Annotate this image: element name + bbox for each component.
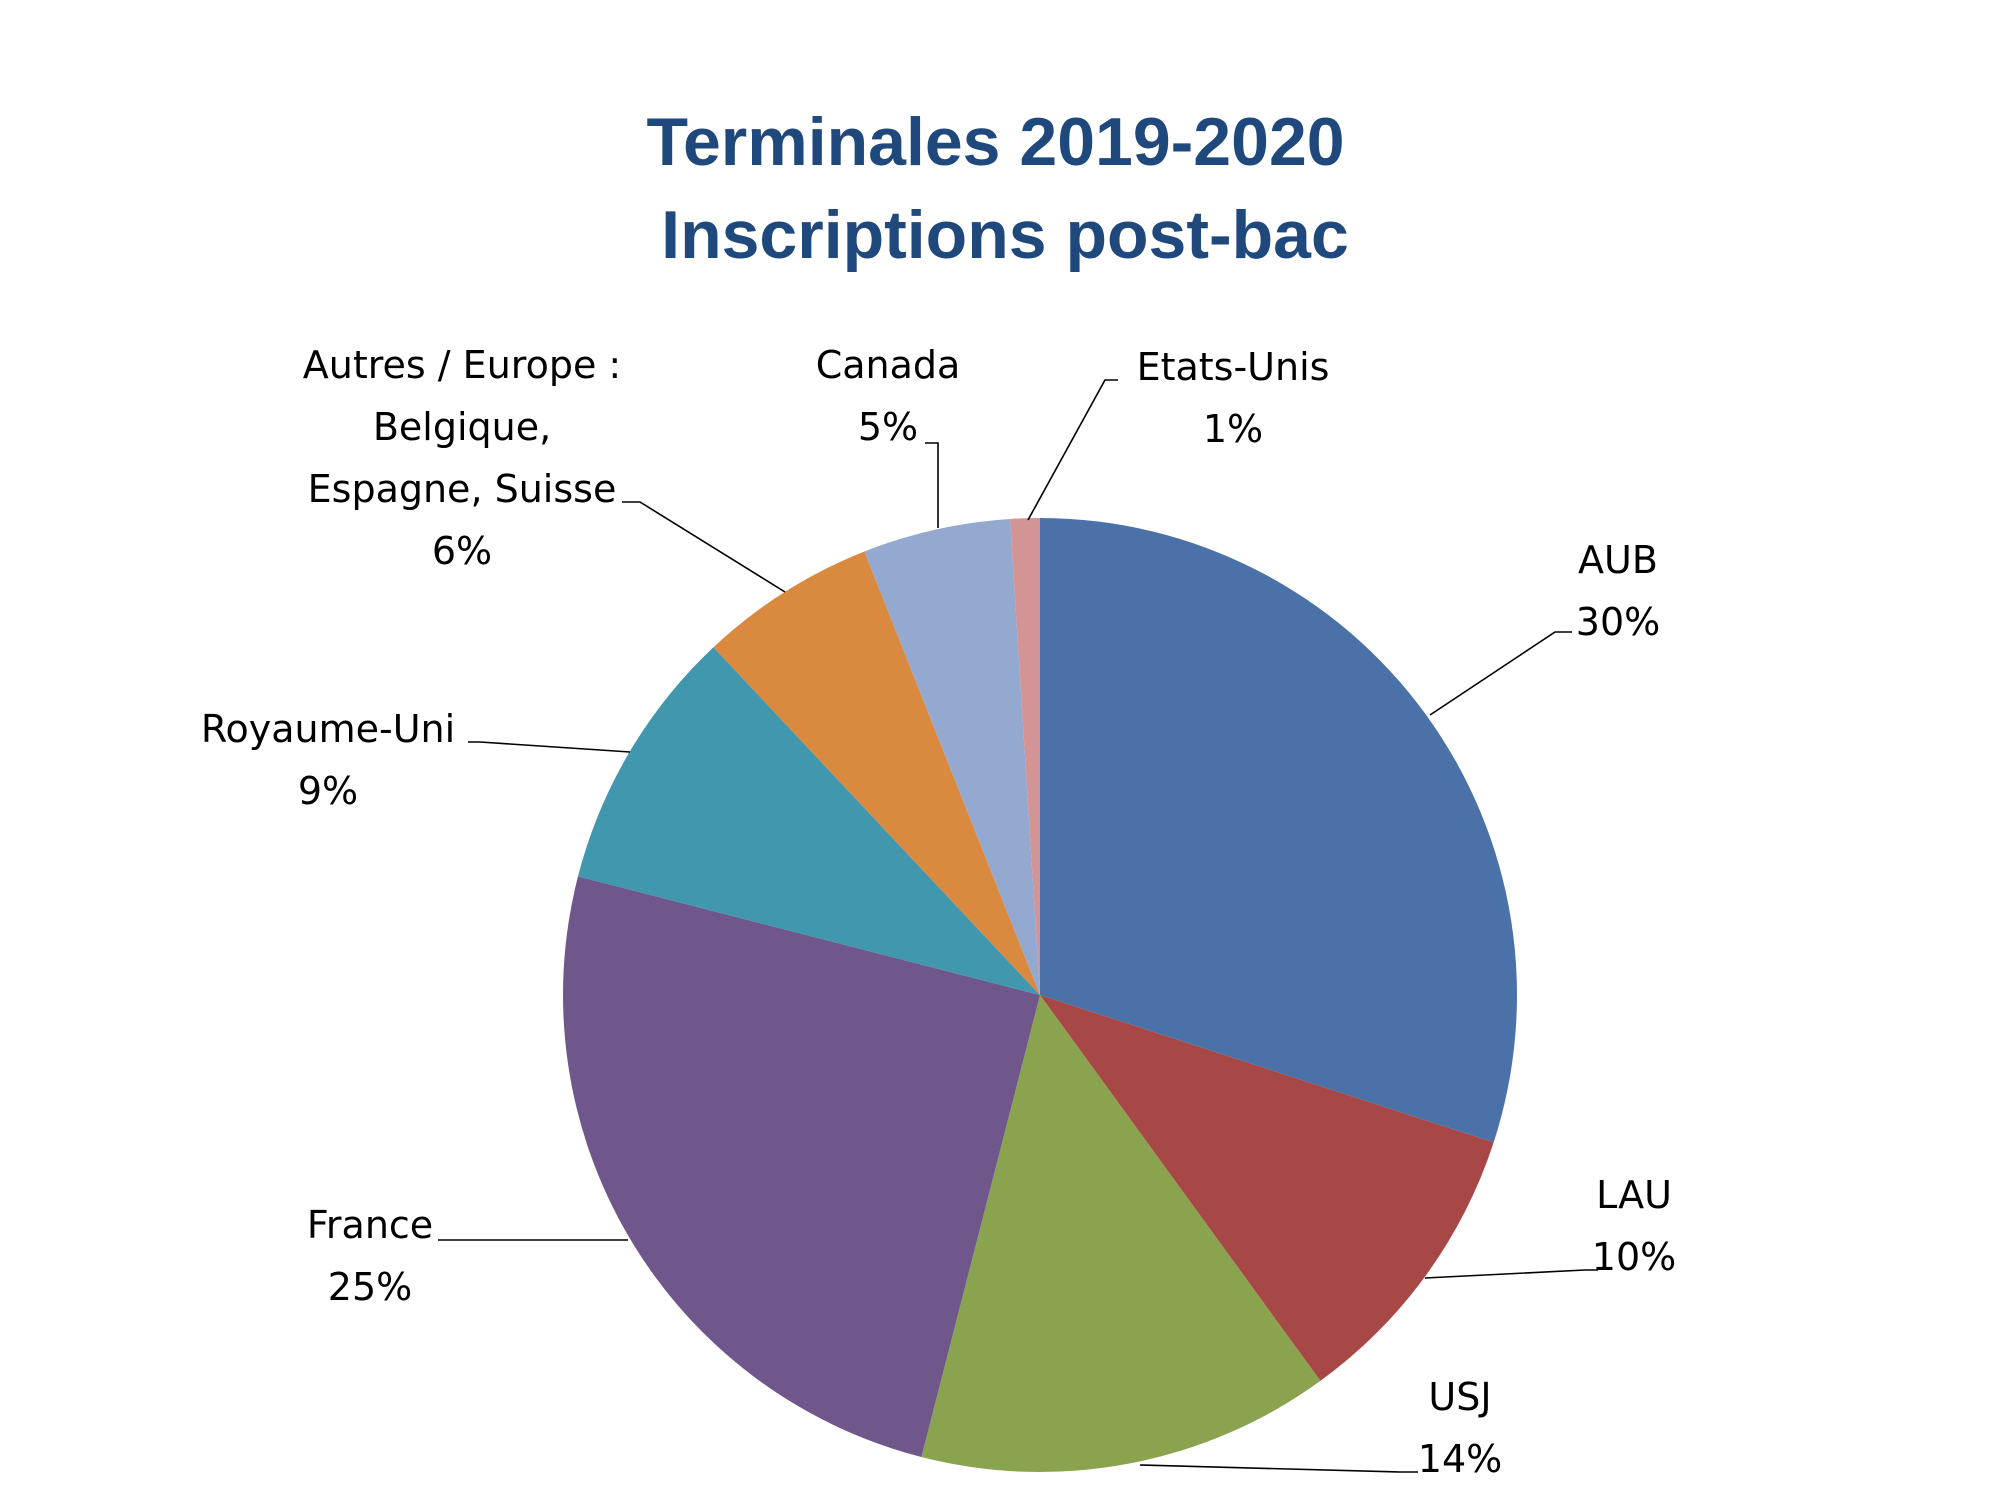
pie-slice-lau	[1040, 995, 1494, 1381]
leader-lines	[438, 379, 1598, 1473]
slice-name-label: LAU	[1596, 1173, 1672, 1217]
leader-line	[468, 741, 631, 753]
pie-slice-royaume-uni	[577, 647, 1040, 995]
slice-percent-label: 5%	[858, 405, 918, 449]
leader-line	[1429, 631, 1572, 716]
leader-line	[1027, 379, 1118, 521]
slice-name-label: Canada	[816, 343, 961, 387]
chart-title: Terminales 2019-2020 Inscriptions post-b…	[646, 104, 1363, 273]
slice-percent-label: 30%	[1576, 600, 1660, 644]
slice-label: Etats-Unis 1%	[1137, 345, 1330, 451]
slice-label: Autres / Europe : Belgique, Espagne, Suiss…	[303, 343, 621, 573]
slice-name-label: Belgique,	[373, 405, 551, 449]
chart-title-line-2: Inscriptions post-bac	[661, 197, 1349, 273]
slice-percent-label: 10%	[1592, 1235, 1676, 1279]
leader-line	[1424, 1269, 1598, 1279]
slice-name-label: Etats-Unis	[1137, 345, 1330, 389]
slice-name-label: AUB	[1578, 538, 1658, 582]
slice-name-label: Autres / Europe :	[303, 343, 621, 387]
slice-name-label: Espagne, Suisse	[308, 467, 617, 511]
leader-line	[622, 501, 786, 593]
chart-title-line-1: Terminales 2019-2020	[646, 104, 1344, 180]
slice-percent-label: 25%	[328, 1265, 412, 1309]
slice-percent-label: 14%	[1418, 1437, 1502, 1481]
pie-slice-autres-europe	[713, 551, 1040, 995]
slice-name-label: France	[307, 1203, 433, 1247]
slice-name-label: USJ	[1428, 1375, 1491, 1419]
leader-line	[925, 442, 939, 528]
pie-slices	[563, 518, 1517, 1472]
pie-slice-usj	[921, 995, 1321, 1472]
slice-label: AUB 30%	[1576, 538, 1660, 644]
slice-percent-label: 1%	[1203, 407, 1263, 451]
leader-line	[1139, 1464, 1418, 1473]
slice-label: LAU 10%	[1592, 1173, 1676, 1279]
slice-label: USJ 14%	[1418, 1375, 1502, 1481]
slice-labels: AUB 30% LAU 10% USJ 14% France 25% Royaume-Uni 9%…	[201, 343, 1676, 1481]
pie-slice-france	[563, 876, 1040, 1458]
slice-label: Royaume-Uni 9%	[201, 707, 455, 813]
slice-label: Canada 5%	[816, 343, 961, 449]
slice-label: France 25%	[307, 1203, 433, 1309]
pie-slice-etats-unis	[1010, 518, 1040, 995]
pie-slice-aub	[1040, 518, 1517, 1143]
slice-name-label: Royaume-Uni	[201, 707, 455, 751]
slice-percent-label: 6%	[432, 529, 492, 573]
pie-slice-canada	[864, 518, 1040, 995]
slice-percent-label: 9%	[298, 769, 358, 813]
